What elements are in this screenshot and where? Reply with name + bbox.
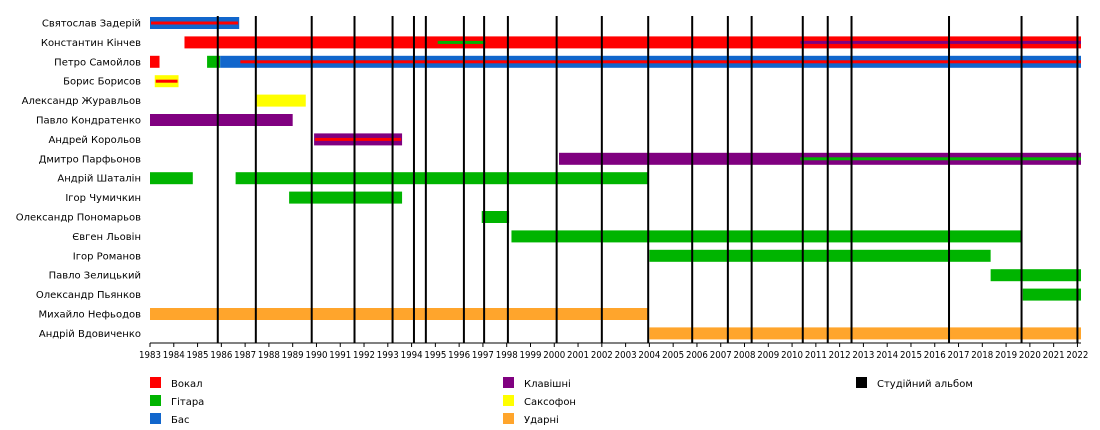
role-bar-guitar <box>289 191 403 204</box>
role-stripe-keys <box>800 40 1081 44</box>
x-tick-label: 2008 <box>734 350 756 361</box>
role-bar-drums <box>150 308 649 320</box>
member-label: Борис Борисов <box>63 77 141 88</box>
x-tick-label: 2010 <box>781 350 803 361</box>
member-labels: Святослав Задерій Константин Кінчев Петро … <box>16 18 141 340</box>
role-stripe-vocal <box>151 21 239 25</box>
member-label: Дмитро Парфьонов <box>39 154 142 165</box>
x-tick-label: 2013 <box>852 350 874 361</box>
role-bar-sax <box>255 94 306 107</box>
x-tick-label: 1993 <box>377 350 399 361</box>
x-tick-label: 2006 <box>686 350 708 361</box>
legend-label: Саксофон <box>524 397 576 408</box>
legend-label: Студійний альбом <box>877 378 973 390</box>
role-bar-guitar <box>235 172 649 185</box>
x-tick-label: 1985 <box>187 350 209 361</box>
role-bar-vocal <box>184 36 1082 49</box>
x-tick-label: 2011 <box>805 350 827 361</box>
x-tick-label: 2003 <box>615 350 637 361</box>
member-label: Константин Кінчев <box>41 37 141 49</box>
x-tick-label: 2002 <box>591 350 613 361</box>
member-label: Андрій Вдовиченко <box>39 328 141 340</box>
x-tick-label: 2015 <box>900 350 922 361</box>
x-tick-label: 2009 <box>757 350 779 361</box>
x-tick-label: 1999 <box>519 350 541 361</box>
x-tick-label: 1986 <box>210 350 232 361</box>
x-tick-label: 1990 <box>305 350 327 361</box>
member-label: Павло Зелицький <box>49 271 141 282</box>
member-label: Святослав Задерій <box>42 18 141 30</box>
legend-swatch-sax <box>503 395 514 406</box>
role-bar-guitar <box>481 211 510 223</box>
role-bar-drums <box>649 327 1081 340</box>
role-bar-keys <box>150 114 293 126</box>
x-tick-label: 2005 <box>662 350 684 361</box>
legend-swatch-album <box>856 377 867 388</box>
x-axis: 1983 1984 1985 1986 1987 1988 1989 1990 1991 1992… <box>139 342 1088 361</box>
role-bar-guitar <box>649 249 991 262</box>
legend-swatch-drums <box>503 413 514 424</box>
x-tick-label: 2022 <box>1066 350 1088 361</box>
x-tick-label: 2001 <box>567 350 589 361</box>
role-stripe-guitar <box>800 157 1081 161</box>
role-stripe-vocal <box>315 137 402 141</box>
legend-label: Клавішні <box>524 378 571 390</box>
legend-label: Гітара <box>171 396 204 408</box>
legend-swatch-bass <box>150 413 161 424</box>
x-tick-label: 1998 <box>496 350 518 361</box>
x-tick-label: 2021 <box>1043 350 1065 361</box>
x-tick-label: 2007 <box>710 350 732 361</box>
x-tick-label: 2014 <box>876 350 898 361</box>
member-label: Павло Кондратенко <box>36 116 141 127</box>
member-label: Михайло Нефьодов <box>38 310 141 321</box>
x-tick-label: 2016 <box>924 350 946 361</box>
x-tick-label: 1983 <box>139 350 161 361</box>
x-tick-label: 1992 <box>353 350 375 361</box>
role-bar-guitar <box>990 269 1081 282</box>
x-tick-label: 1987 <box>234 350 256 361</box>
x-tick-label: 2000 <box>543 350 565 361</box>
x-tick-label: 1994 <box>401 350 423 361</box>
x-tick-label: 1995 <box>424 350 446 361</box>
member-label: Александр Журавльов <box>22 96 141 107</box>
member-label: Олександр Пономарьов <box>16 213 141 224</box>
legend: Вокал Гітара Бас Клавішні Саксофон Ударні Студ… <box>150 377 973 426</box>
x-tick-label: 2004 <box>638 350 660 361</box>
role-bar-guitar <box>1022 288 1081 301</box>
x-tick-label: 1984 <box>163 350 185 361</box>
x-tick-label: 1996 <box>448 350 470 361</box>
x-tick-label: 1991 <box>329 350 351 361</box>
x-tick-label: 1989 <box>282 350 304 361</box>
legend-label: Ударні <box>524 414 559 426</box>
role-bar-guitar <box>511 230 1022 243</box>
member-label: Олександр Пьянков <box>36 290 141 301</box>
legend-swatch-vocal <box>150 377 161 388</box>
member-label: Петро Самойлов <box>54 57 141 68</box>
x-tick-label: 2018 <box>971 350 993 361</box>
legend-swatch-keys <box>503 377 514 388</box>
role-stripe-vocal <box>240 60 1082 64</box>
member-label: Андрей Корольов <box>49 135 142 146</box>
x-tick-label: 2019 <box>995 350 1017 361</box>
x-tick-label: 2012 <box>829 350 851 361</box>
legend-label: Бас <box>171 415 190 426</box>
role-bar-guitar <box>150 172 193 185</box>
x-tick-label: 2017 <box>948 350 970 361</box>
legend-swatch-guitar <box>150 395 161 406</box>
member-label: Ігор Романов <box>73 251 141 262</box>
x-tick-label: 1988 <box>258 350 280 361</box>
role-bar-vocal <box>150 55 160 68</box>
role-stripe-vocal <box>155 79 178 83</box>
legend-label: Вокал <box>171 379 203 390</box>
role-stripe-guitar <box>437 40 486 44</box>
x-tick-label: 1997 <box>472 350 494 361</box>
member-label: Євген Льовін <box>72 231 141 243</box>
member-label: Андрій Шаталін <box>57 173 141 185</box>
x-tick-label: 2020 <box>1019 350 1041 361</box>
album-lines <box>216 16 1079 343</box>
member-label: Ігор Чумичкин <box>65 193 141 204</box>
member-bars <box>150 17 1082 340</box>
